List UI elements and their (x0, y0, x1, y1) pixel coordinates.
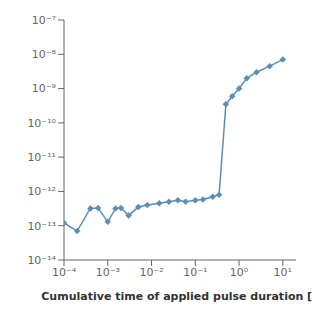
svg-text:10⁻⁸: 10⁻⁸ (32, 48, 57, 61)
svg-text:10⁻¹⁴: 10⁻¹⁴ (27, 254, 56, 267)
svg-text:Cumulative time of applied pul: Cumulative time of applied pulse duratio… (41, 290, 312, 303)
svg-text:10¹: 10¹ (274, 266, 292, 279)
svg-text:10⁻⁴: 10⁻⁴ (52, 266, 77, 279)
svg-text:10⁻⁷: 10⁻⁷ (32, 14, 56, 27)
svg-text:10⁻²: 10⁻² (139, 266, 163, 279)
svg-text:10⁻¹²: 10⁻¹² (27, 185, 56, 198)
svg-text:10⁻⁹: 10⁻⁹ (32, 82, 56, 95)
svg-text:10⁻¹¹: 10⁻¹¹ (27, 151, 56, 164)
svg-text:10⁰: 10⁰ (230, 266, 249, 279)
svg-text:10⁻³: 10⁻³ (96, 266, 120, 279)
svg-text:10⁻¹⁰: 10⁻¹⁰ (27, 117, 56, 130)
svg-text:10⁻¹³: 10⁻¹³ (27, 220, 56, 233)
svg-text:10⁻¹: 10⁻¹ (183, 266, 207, 279)
